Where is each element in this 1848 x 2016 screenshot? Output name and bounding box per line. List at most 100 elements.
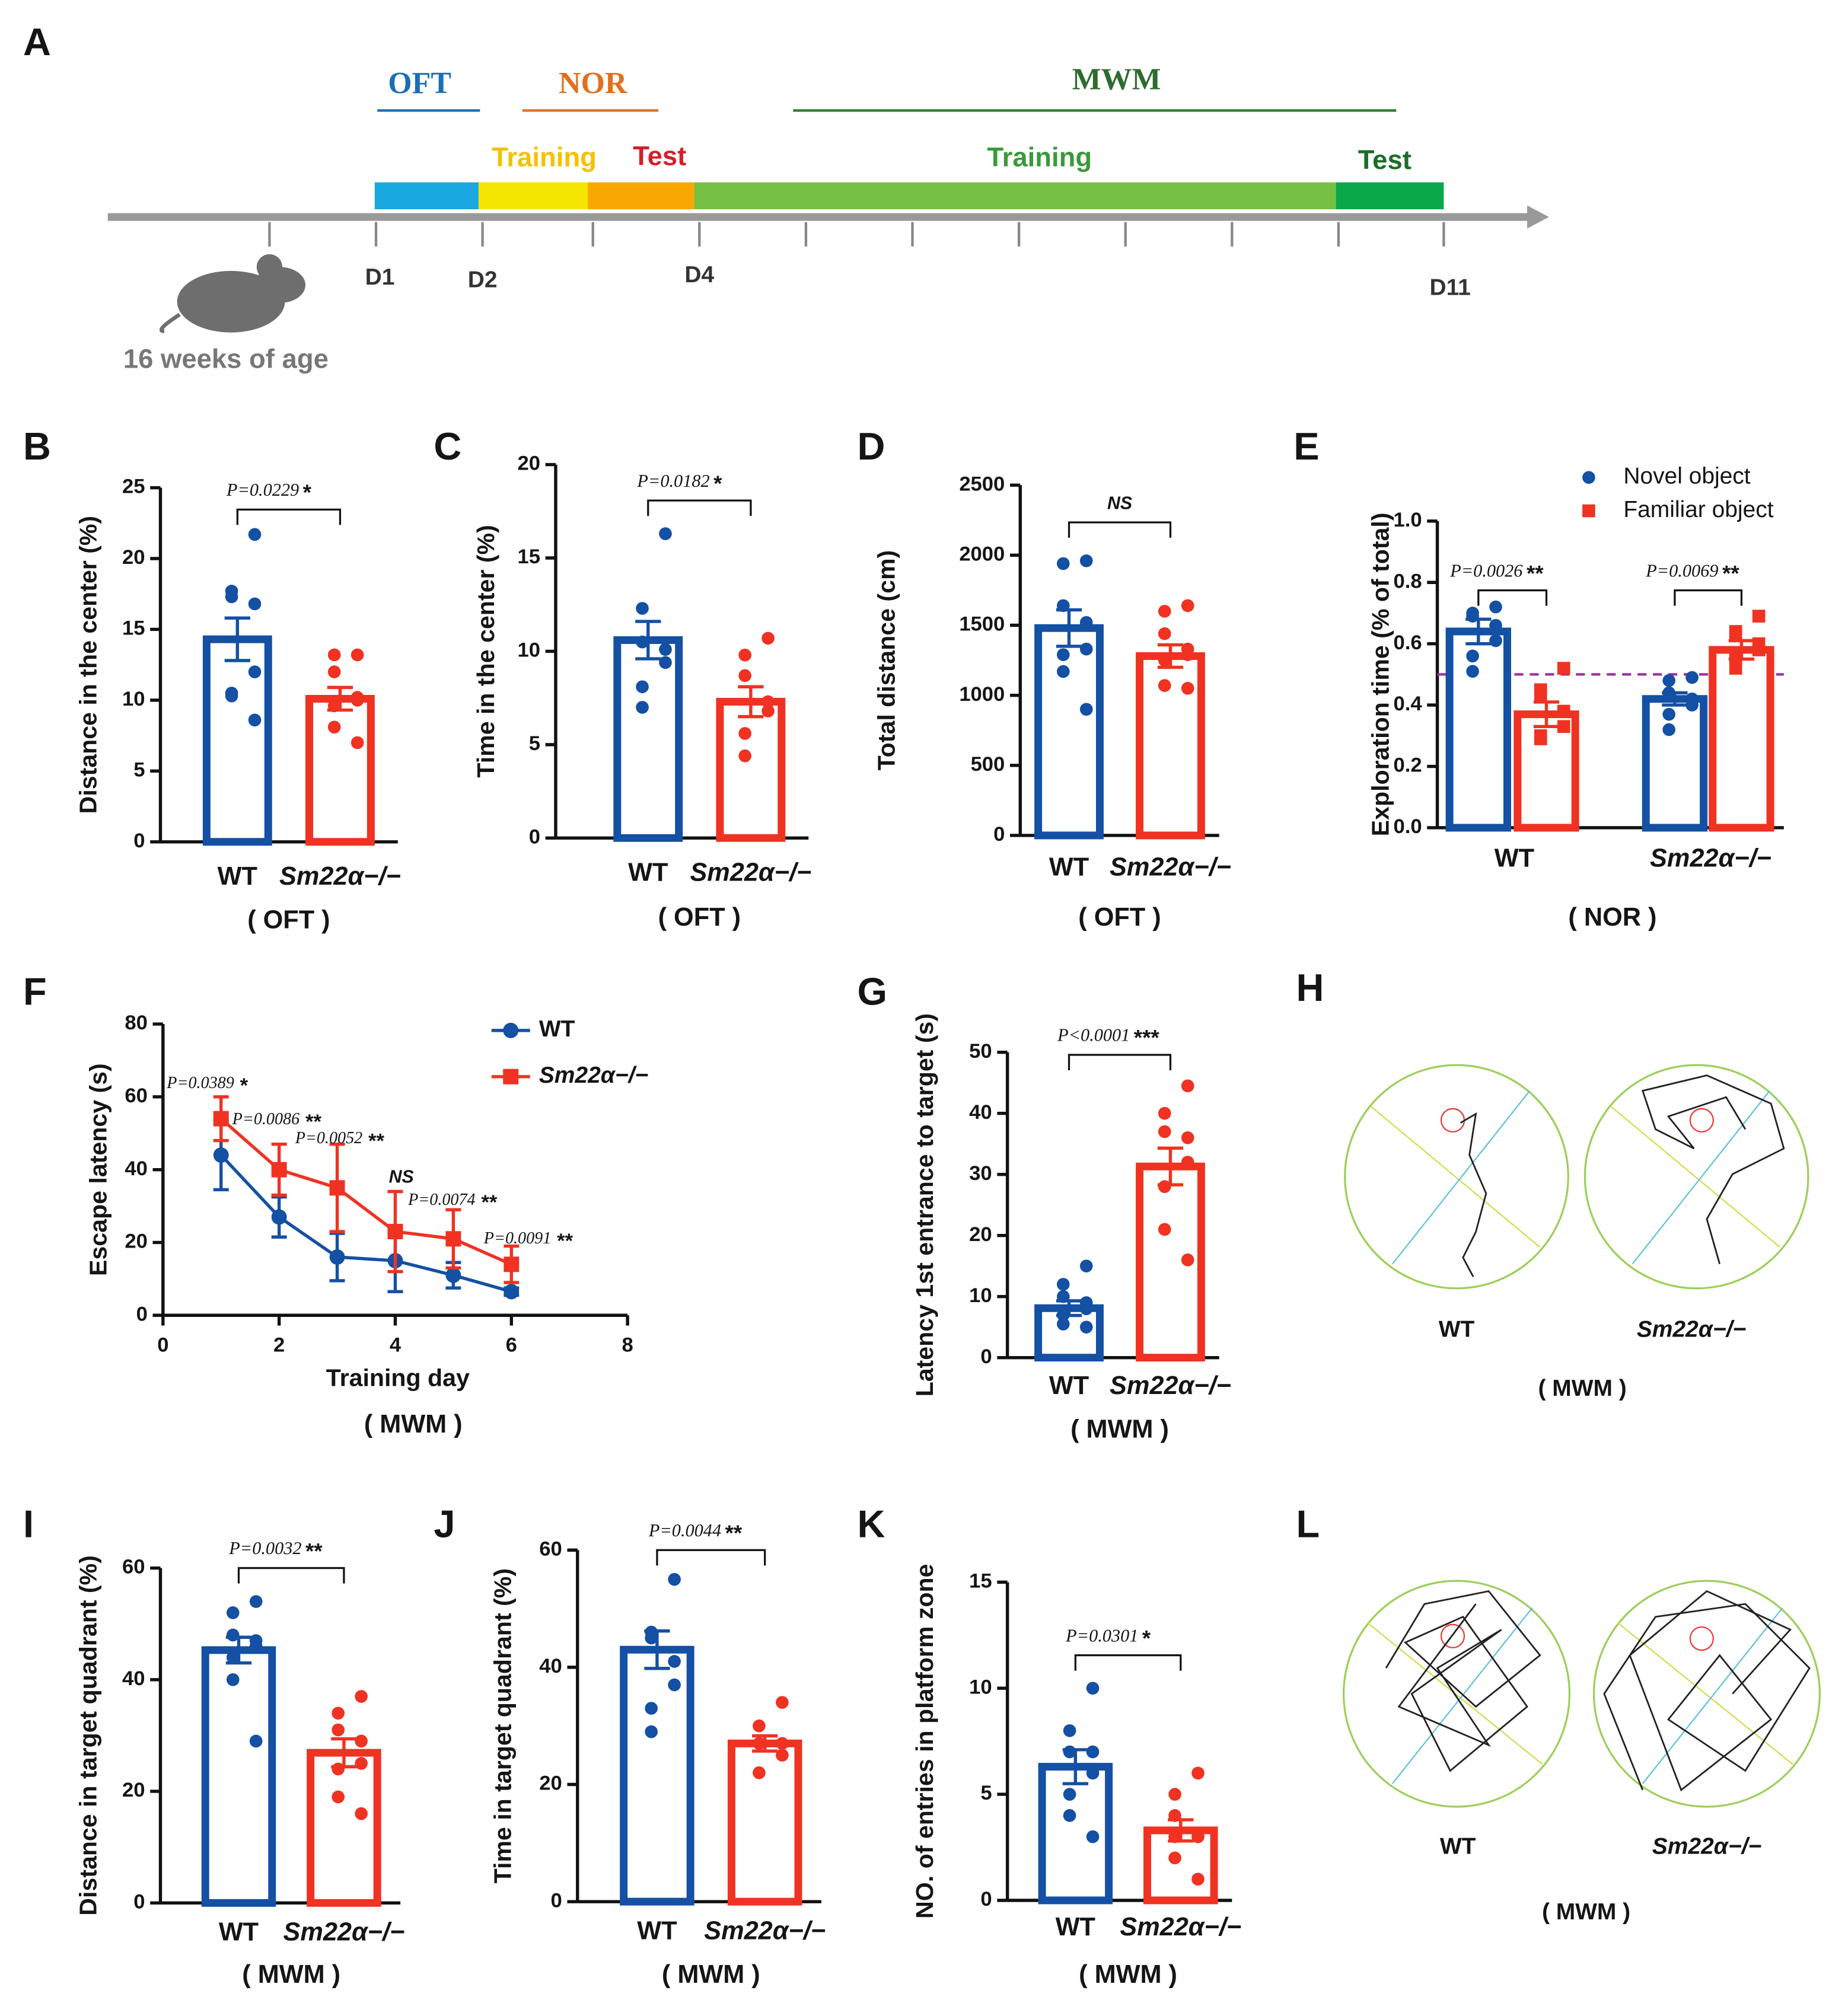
legend-marker [503, 1022, 519, 1038]
maze-wt [1342, 1580, 1571, 1808]
data-point [659, 527, 672, 540]
data-point [1056, 1278, 1070, 1291]
phase-label: Training [987, 142, 1092, 173]
y-axis-label: Latency 1st entrance to target (s) [911, 1013, 938, 1397]
significance-bracket [1074, 1654, 1182, 1671]
data-point [1086, 1830, 1100, 1843]
note: ( MWM ) [242, 1960, 340, 1989]
data-point [1534, 732, 1547, 745]
group-label: NOR [559, 66, 627, 100]
y-tick-label: 60 [539, 1537, 562, 1560]
panel-label: D [857, 425, 885, 468]
y-tick-label: 10 [969, 1284, 992, 1307]
mouse-icon [159, 254, 306, 333]
x-tick-label: WT [1495, 844, 1534, 873]
data-point [1056, 557, 1070, 570]
p-value: P=0.0026 [1449, 560, 1522, 580]
data-point [668, 1572, 681, 1586]
data-point [776, 1749, 789, 1762]
data-point [1181, 1079, 1194, 1093]
p-value: P=0.0052 [295, 1129, 363, 1147]
stars: * [303, 480, 312, 505]
data-point [332, 1706, 345, 1720]
data-point [327, 648, 341, 662]
y-tick-label: 10 [517, 639, 540, 662]
y-tick-label: 2500 [959, 473, 1005, 495]
data-point [1079, 1302, 1093, 1316]
data-point [738, 727, 751, 740]
bar [613, 636, 683, 842]
y-tick-label: 40 [122, 1667, 145, 1690]
p-value: P=0.0069 [1645, 560, 1718, 580]
x-tick-label: 0 [157, 1334, 168, 1356]
data-point [1466, 610, 1479, 623]
legend-marker [1582, 471, 1595, 484]
panel-label: K [857, 1502, 885, 1545]
y-tick-label: 1.0 [1393, 509, 1422, 531]
data-point [271, 1162, 287, 1178]
data-point [445, 1231, 461, 1247]
data-point [1168, 1788, 1181, 1801]
data-point [1086, 1682, 1100, 1695]
data-point [1685, 671, 1699, 684]
data-point [738, 648, 751, 662]
note: ( MWM ) [1079, 1960, 1177, 1989]
data-point [636, 602, 649, 615]
data-point [213, 1111, 229, 1127]
data-point [776, 1696, 789, 1709]
trajectory-panel: H L [1296, 966, 1821, 1808]
group-label: Sm22α−/− [1652, 1834, 1761, 1859]
data-point [332, 1762, 345, 1776]
data-point [1181, 648, 1194, 661]
y-tick-label: 0 [551, 1889, 562, 1912]
note: ( OFT ) [247, 905, 330, 934]
y-axis-label: Time in the center (%) [472, 525, 499, 777]
data-point [1056, 1308, 1070, 1322]
x-tick-label: Sm22α−/− [690, 858, 811, 886]
y-tick-label: 40 [539, 1655, 562, 1677]
p-value: P=0.0086 [232, 1110, 300, 1128]
data-point [1158, 679, 1171, 692]
x-tick-label: WT [637, 1917, 677, 1945]
data-point [226, 1628, 240, 1642]
data-point [1534, 689, 1547, 703]
data-point [1168, 1809, 1181, 1822]
data-point [1729, 649, 1742, 663]
data-point [1168, 1851, 1181, 1865]
data-point [1079, 703, 1093, 716]
data-point [1557, 704, 1570, 718]
y-tick-label: 20 [517, 452, 540, 475]
y-tick-label: 0 [980, 1888, 992, 1910]
data-point [445, 1267, 461, 1283]
y-axis-label: Escape latency (s) [85, 1063, 112, 1276]
x-tick-label: Sm22α−/− [1110, 853, 1231, 882]
x-tick-label: Sm22α−/− [279, 862, 401, 891]
data-point [226, 1651, 240, 1664]
group-label: MWM [1072, 63, 1161, 97]
data-point [329, 1180, 345, 1196]
data-point [1158, 1125, 1171, 1138]
data-point [1489, 600, 1502, 614]
stars: ** [305, 1111, 321, 1133]
y-tick-label: 60 [125, 1084, 148, 1107]
data-point [351, 648, 364, 662]
data-point [355, 1690, 368, 1703]
panel-label: B [23, 425, 51, 468]
data-point [668, 1678, 681, 1692]
data-point [1191, 1830, 1205, 1843]
panel-label: F [23, 969, 47, 1013]
note: ( MWM ) [364, 1410, 463, 1438]
data-point [1158, 605, 1171, 618]
panel-label: J [434, 1502, 455, 1545]
y-tick-label: 0 [133, 830, 145, 852]
data-point [248, 713, 262, 727]
data-point [1056, 599, 1070, 613]
data-point [1079, 1320, 1093, 1334]
data-point [645, 1725, 658, 1739]
data-point [1056, 648, 1070, 661]
phase-bar [479, 182, 588, 209]
data-point [1079, 642, 1093, 656]
p-value: P<0.0001 [1057, 1025, 1130, 1045]
data-point [1191, 1873, 1205, 1886]
note: ( MWM ) [1542, 1899, 1630, 1925]
